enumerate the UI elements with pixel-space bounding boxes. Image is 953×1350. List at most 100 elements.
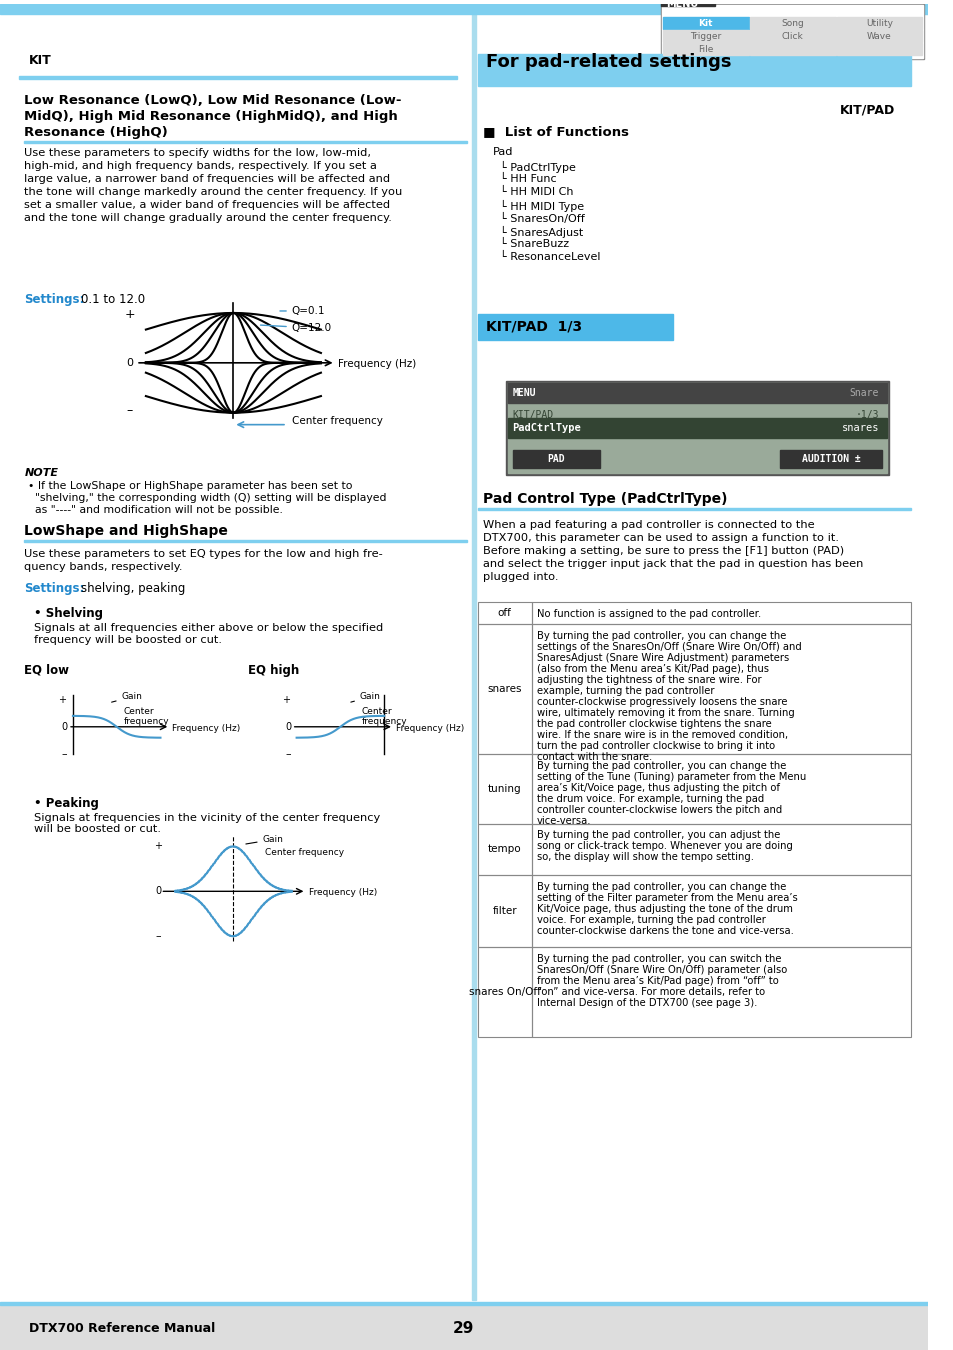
Bar xyxy=(19,76,456,78)
Bar xyxy=(662,18,748,30)
Text: └ HH MIDI Type: └ HH MIDI Type xyxy=(499,200,583,212)
Text: 0.1 to 12.0: 0.1 to 12.0 xyxy=(81,293,145,306)
Text: counter-clockwise darkens the tone and vice-versa.: counter-clockwise darkens the tone and v… xyxy=(537,926,793,936)
Bar xyxy=(836,43,922,55)
Bar xyxy=(507,383,886,472)
Text: Song: Song xyxy=(781,19,803,28)
Text: Settings:: Settings: xyxy=(24,293,85,306)
Text: By turning the pad controller, you can change the: By turning the pad controller, you can c… xyxy=(537,630,785,641)
Text: Center frequency: Center frequency xyxy=(264,848,343,857)
Text: EQ low: EQ low xyxy=(24,664,70,676)
Text: controller counter-clockwise lowers the pitch and: controller counter-clockwise lowers the … xyxy=(537,805,781,814)
Text: 0: 0 xyxy=(285,722,291,732)
Bar xyxy=(507,383,886,402)
Text: NOTE: NOTE xyxy=(24,467,58,478)
Text: Kit: Kit xyxy=(698,19,712,28)
Text: snares: snares xyxy=(487,684,521,694)
Bar xyxy=(505,381,888,474)
Text: setting of the Tune (Tuning) parameter from the Menu: setting of the Tune (Tuning) parameter f… xyxy=(537,772,805,782)
Text: –: – xyxy=(61,749,67,759)
Bar xyxy=(24,540,466,543)
Text: area’s Kit/Voice page, thus adjusting the pitch of: area’s Kit/Voice page, thus adjusting th… xyxy=(537,783,779,792)
Text: PAD: PAD xyxy=(547,454,564,463)
Text: –: – xyxy=(285,749,291,759)
Text: (also from the Menu area’s Kit/Pad page), thus: (also from the Menu area’s Kit/Pad page)… xyxy=(537,664,768,674)
Text: └ PadCtrlType: └ PadCtrlType xyxy=(499,162,576,173)
Text: Use these parameters to set EQ types for the low and high fre-: Use these parameters to set EQ types for… xyxy=(24,549,383,559)
Text: Snare: Snare xyxy=(849,387,879,398)
Text: When a pad featuring a pad controller is connected to the: When a pad featuring a pad controller is… xyxy=(483,520,814,531)
Text: Low Resonance (LowQ), Low Mid Resonance (Low-: Low Resonance (LowQ), Low Mid Resonance … xyxy=(24,93,401,107)
Text: SnaresAdjust (Snare Wire Adjustment) parameters: SnaresAdjust (Snare Wire Adjustment) par… xyxy=(537,653,788,663)
Text: Frequency (Hz): Frequency (Hz) xyxy=(338,359,416,369)
Text: Utility: Utility xyxy=(865,19,892,28)
Text: filter: filter xyxy=(492,906,517,917)
Bar xyxy=(749,30,835,42)
Bar xyxy=(836,30,922,42)
Text: 0: 0 xyxy=(127,358,133,367)
Text: └ HH Func: └ HH Func xyxy=(499,174,556,185)
Text: 29: 29 xyxy=(453,1320,474,1335)
Text: SnaresOn/Off (Snare Wire On/Off) parameter (also: SnaresOn/Off (Snare Wire On/Off) paramet… xyxy=(537,965,786,975)
Text: KIT/PAD  1/3: KIT/PAD 1/3 xyxy=(486,320,581,333)
Bar xyxy=(478,948,532,1037)
Text: the tone will change markedly around the center frequency. If you: the tone will change markedly around the… xyxy=(24,188,402,197)
Text: so, the display will show the tempo setting.: so, the display will show the tempo sett… xyxy=(537,852,753,863)
Bar xyxy=(662,43,748,55)
Bar xyxy=(478,315,672,340)
Bar xyxy=(532,602,910,624)
Text: Frequency (Hz): Frequency (Hz) xyxy=(309,888,377,898)
Text: "shelving," the corresponding width (Q) setting will be displayed: "shelving," the corresponding width (Q) … xyxy=(29,494,386,504)
Text: MENU: MENU xyxy=(512,387,536,398)
Text: high-mid, and high frequency bands, respectively. If you set a: high-mid, and high frequency bands, resp… xyxy=(24,162,376,171)
Text: tempo: tempo xyxy=(487,845,521,855)
Text: frequency: frequency xyxy=(123,717,169,726)
Text: +: + xyxy=(124,308,135,321)
Text: the drum voice. For example, turning the pad: the drum voice. For example, turning the… xyxy=(537,794,763,803)
Text: KIT: KIT xyxy=(30,54,51,66)
Text: Gain: Gain xyxy=(351,693,380,702)
Bar xyxy=(780,450,882,467)
Text: ■  List of Functions: ■ List of Functions xyxy=(483,126,629,139)
Bar xyxy=(0,1303,927,1305)
Bar xyxy=(0,1305,927,1350)
Text: File: File xyxy=(698,45,713,54)
Text: KIT/PAD: KIT/PAD xyxy=(512,409,553,420)
Text: └ SnaresAdjust: └ SnaresAdjust xyxy=(499,227,582,239)
Text: DTX700, this parameter can be used to assign a function to it.: DTX700, this parameter can be used to as… xyxy=(483,533,839,543)
Bar xyxy=(749,43,835,55)
Text: the pad controller clockwise tightens the snare: the pad controller clockwise tightens th… xyxy=(537,718,771,729)
Text: counter-clockwise progressively loosens the snare: counter-clockwise progressively loosens … xyxy=(537,697,786,707)
Text: ·1/3: ·1/3 xyxy=(855,409,879,420)
Text: Use these parameters to specify widths for the low, low-mid,: Use these parameters to specify widths f… xyxy=(24,148,371,158)
Text: PadCtrlType: PadCtrlType xyxy=(512,423,580,432)
Text: voice. For example, turning the pad controller: voice. For example, turning the pad cont… xyxy=(537,915,765,925)
Text: Wave: Wave xyxy=(866,32,891,40)
Text: vice-versa.: vice-versa. xyxy=(537,815,591,826)
Text: and select the trigger input jack that the pad in question has been: and select the trigger input jack that t… xyxy=(483,559,862,570)
Text: • If the LowShape or HighShape parameter has been set to: • If the LowShape or HighShape parameter… xyxy=(29,482,353,491)
Bar xyxy=(478,753,532,824)
Bar xyxy=(532,824,910,875)
Text: Kit/Voice page, thus adjusting the tone of the drum: Kit/Voice page, thus adjusting the tone … xyxy=(537,904,792,914)
Text: as "----" and modification will not be possible.: as "----" and modification will not be p… xyxy=(29,505,283,516)
Text: wire, ultimately removing it from the snare. Turning: wire, ultimately removing it from the sn… xyxy=(537,707,794,718)
Text: from the Menu area’s Kit/Pad page) from “off” to: from the Menu area’s Kit/Pad page) from … xyxy=(537,976,778,986)
Bar xyxy=(24,142,466,143)
Bar xyxy=(478,509,910,510)
Text: Click: Click xyxy=(781,32,802,40)
Bar xyxy=(532,875,910,948)
Text: snares On/Off: snares On/Off xyxy=(468,987,540,998)
Text: MidQ), High Mid Resonance (HighMidQ), and High: MidQ), High Mid Resonance (HighMidQ), an… xyxy=(24,109,397,123)
Bar xyxy=(532,753,910,824)
Text: By turning the pad controller, you can change the: By turning the pad controller, you can c… xyxy=(537,883,785,892)
Bar xyxy=(836,18,922,30)
Text: contact with the snare.: contact with the snare. xyxy=(537,752,652,761)
Bar xyxy=(660,0,714,5)
Text: –: – xyxy=(155,931,161,941)
Text: “on” and vice-versa. For more details, refer to: “on” and vice-versa. For more details, r… xyxy=(537,987,764,998)
Bar xyxy=(478,624,532,753)
Text: Gain: Gain xyxy=(246,834,283,844)
Text: plugged into.: plugged into. xyxy=(483,572,558,582)
Text: Center: Center xyxy=(361,707,392,716)
